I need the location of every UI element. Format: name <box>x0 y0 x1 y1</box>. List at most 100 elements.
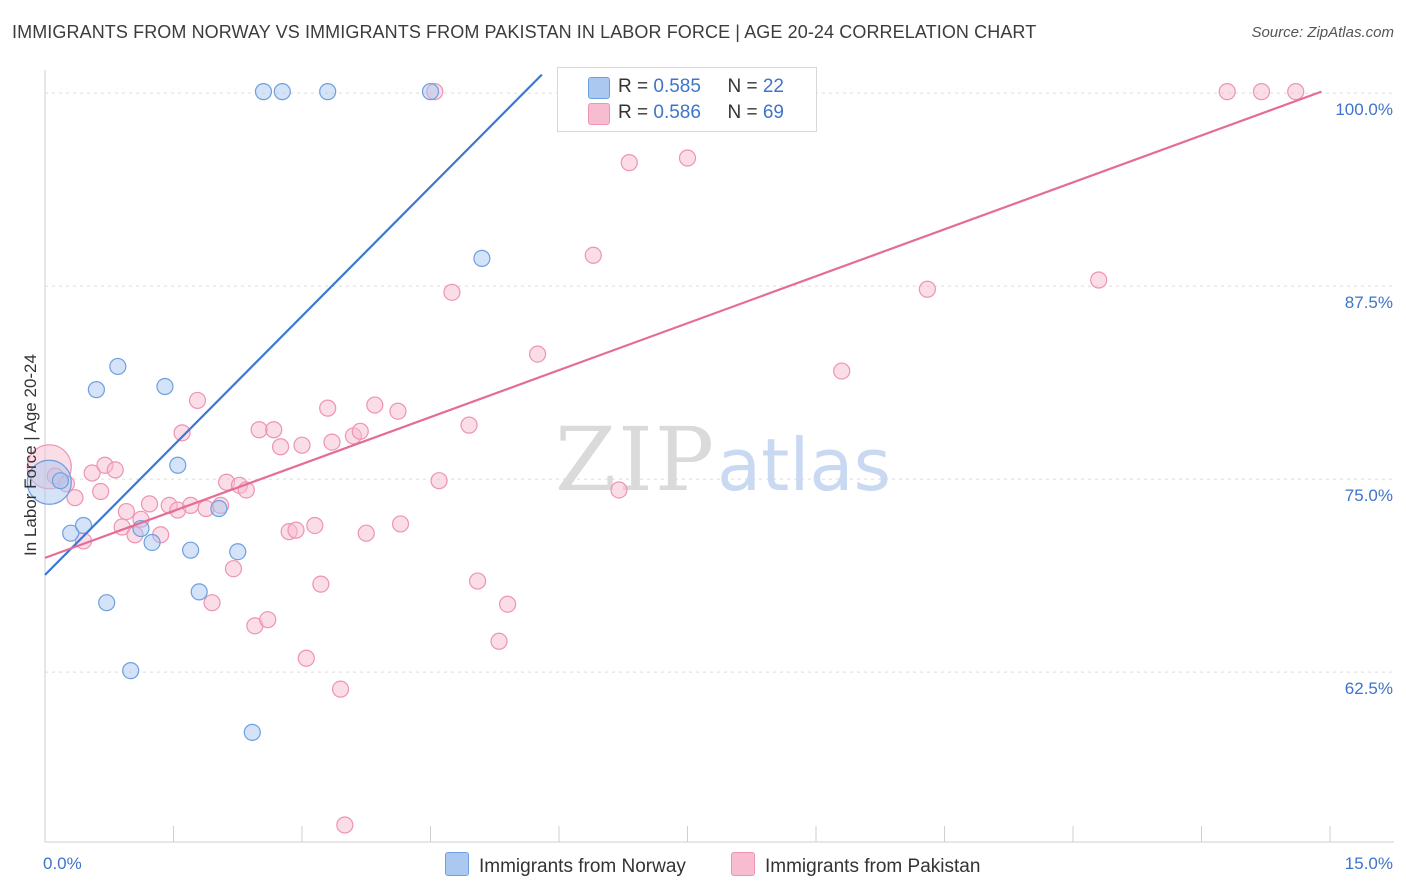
point-pakistan <box>297 649 315 667</box>
point-pakistan <box>490 632 508 650</box>
legend-r-value: 0.586 <box>653 102 701 123</box>
tick-labels: 62.5% 75.0% 87.5% 100.0% 0.0% 15.0% <box>43 100 1393 873</box>
point-pakistan <box>610 481 628 499</box>
point-norway <box>229 543 247 561</box>
legend-r-value: 0.585 <box>653 76 701 97</box>
point-norway <box>156 377 174 396</box>
point-pakistan <box>918 280 936 298</box>
point-pakistan <box>323 433 341 451</box>
point-pakistan <box>92 482 110 501</box>
point-pakistan <box>188 391 207 410</box>
gridlines <box>45 92 1394 673</box>
point-pakistan <box>331 680 350 698</box>
point-pakistan <box>528 345 547 363</box>
point-norway <box>51 472 70 490</box>
point-pakistan <box>1090 271 1108 289</box>
point-pakistan <box>460 416 478 434</box>
y-tick-label: 87.5% <box>1345 293 1393 312</box>
point-norway <box>421 83 440 101</box>
stats-legend: R = 0.585 N = 22 R = 0.586 N = 69 <box>557 67 817 132</box>
point-pakistan <box>306 516 324 535</box>
point-pakistan <box>293 436 311 454</box>
legend-row-norway: R = 0.585 N = 22 <box>618 76 784 98</box>
point-pakistan <box>250 421 268 439</box>
point-norway <box>182 541 200 559</box>
watermark-atlas: atlas <box>717 423 891 507</box>
point-pakistan <box>443 283 461 301</box>
trend-line-pakistan <box>44 90 1322 559</box>
point-pakistan <box>117 502 135 521</box>
y-tick-label: 62.5% <box>1345 679 1393 698</box>
legend-n-label: N = <box>727 102 763 123</box>
bottom-legend-pakistan: Immigrants from Pakistan <box>731 852 980 878</box>
x-tick-label: 0.0% <box>43 854 82 873</box>
watermark: ZIP atlas <box>555 408 891 511</box>
point-pakistan <box>391 515 410 533</box>
legend-swatch-pakistan <box>588 103 610 125</box>
bottom-legend-label-pakistan: Immigrants from Pakistan <box>765 856 981 877</box>
point-pakistan <box>499 595 517 613</box>
point-norway <box>109 357 127 376</box>
point-norway <box>254 83 273 101</box>
point-pakistan <box>833 362 851 380</box>
legend-row-pakistan: R = 0.586 N = 69 <box>618 102 784 124</box>
legend-n-value: 69 <box>762 102 784 123</box>
point-pakistan <box>224 560 243 578</box>
legend-n-value: 22 <box>762 76 784 97</box>
bottom-legend-swatch-norway <box>445 852 469 876</box>
legend-r-label: R = <box>618 102 654 123</box>
point-pakistan <box>351 422 369 440</box>
point-pakistan <box>66 489 84 507</box>
point-pakistan <box>265 421 283 439</box>
point-pakistan <box>389 402 407 420</box>
point-norway <box>243 723 261 741</box>
point-pakistan <box>1287 83 1305 101</box>
x-tick-label: 15.0% <box>1345 854 1393 873</box>
point-pakistan <box>430 472 448 490</box>
point-pakistan <box>366 396 384 414</box>
point-norway <box>143 533 161 552</box>
bottom-legend-norway: Immigrants from Norway <box>445 852 686 878</box>
y-tick-label: 75.0% <box>1345 486 1393 505</box>
bottom-legend-swatch-pakistan <box>731 852 755 876</box>
point-pakistan <box>1252 83 1271 101</box>
bottom-legend-label-norway: Immigrants from Norway <box>479 856 686 877</box>
point-norway <box>190 583 208 601</box>
point-norway <box>122 662 140 680</box>
point-norway <box>273 83 291 101</box>
point-pakistan <box>287 521 305 539</box>
legend-r-label: R = <box>618 76 654 97</box>
point-norway <box>74 516 93 535</box>
point-norway <box>473 249 491 267</box>
point-pakistan <box>620 154 638 172</box>
point-norway <box>87 381 106 399</box>
point-pakistan <box>1218 83 1236 101</box>
point-pakistan <box>203 594 221 612</box>
point-pakistan <box>312 575 330 593</box>
point-norway <box>169 456 187 474</box>
trend-line-norway <box>44 73 543 576</box>
point-norway <box>319 83 337 101</box>
source-credit: Source: ZipAtlas.com <box>1251 24 1394 41</box>
point-norway <box>26 459 72 505</box>
point-pakistan <box>173 424 191 442</box>
point-pakistan <box>336 816 354 834</box>
point-pakistan <box>259 611 277 629</box>
y-tick-label: 100.0% <box>1335 100 1393 119</box>
trend-lines <box>44 73 1322 576</box>
point-pakistan <box>584 246 602 264</box>
chart-title: IMMIGRANTS FROM NORWAY VS IMMIGRANTS FRO… <box>12 22 1037 42</box>
series-norway-points <box>26 83 491 741</box>
point-pakistan <box>319 399 337 417</box>
point-pakistan <box>140 495 159 513</box>
point-pakistan <box>83 464 101 482</box>
legend-swatch-norway <box>588 77 610 99</box>
y-axis-label: In Labor Force | Age 20-24 <box>21 354 40 556</box>
legend-n-label: N = <box>727 76 763 97</box>
point-norway <box>98 594 116 612</box>
point-norway <box>62 524 80 542</box>
point-pakistan <box>357 524 375 542</box>
point-pakistan <box>469 572 487 590</box>
point-norway <box>210 499 228 518</box>
